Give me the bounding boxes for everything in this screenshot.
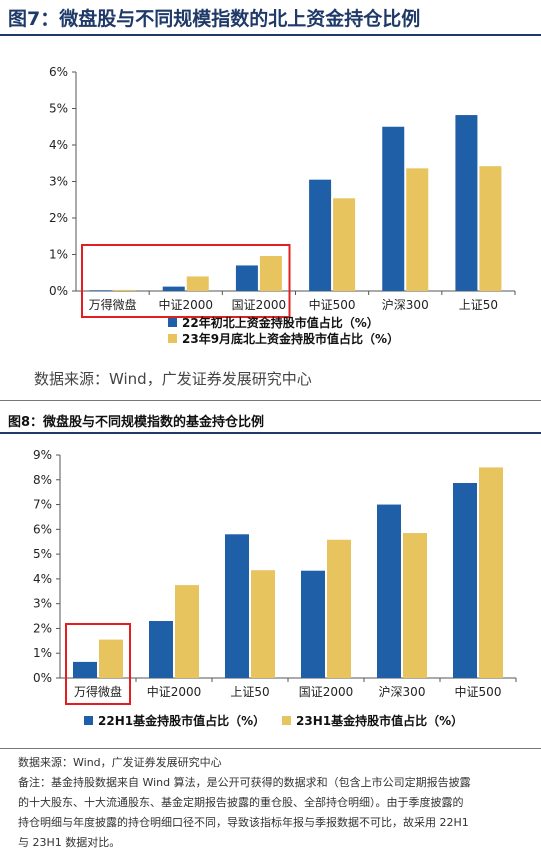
bar-series1	[309, 179, 332, 291]
bar-series1	[377, 504, 401, 678]
bar-series2	[406, 168, 429, 291]
y-tick-label: 2%	[33, 621, 52, 635]
legend-swatch-series1	[84, 716, 93, 725]
legend-label-series2: 23年9月底北上资金持股市值占比（%）	[182, 331, 399, 346]
legend-label-series1: 22H1基金持股市值占比（%）	[98, 713, 265, 728]
y-tick-label: 3%	[33, 597, 52, 611]
bar-series1	[162, 286, 185, 291]
figure7-title: 图7：微盘股与不同规模指数的北上资金持仓比例	[8, 8, 421, 30]
legend-label-series1: 22年初北上资金持股市值占比（%）	[182, 315, 379, 330]
legend-swatch-series2	[282, 716, 291, 725]
bar-series1	[453, 482, 477, 678]
bar-series1	[89, 290, 112, 292]
x-category-label: 中证2000	[158, 297, 213, 312]
figure8-title-rule	[0, 432, 541, 434]
y-tick-label: 6%	[49, 65, 68, 79]
y-tick-label: 1%	[49, 248, 68, 262]
y-tick-label: 1%	[33, 646, 52, 660]
y-tick-label: 4%	[49, 138, 68, 152]
legend-swatch-series2	[168, 334, 177, 343]
y-tick-label: 5%	[49, 102, 68, 116]
y-tick-label: 9%	[33, 448, 52, 462]
x-category-label: 万得微盘	[89, 297, 137, 312]
legend-swatch-series1	[168, 318, 177, 327]
bar-series1	[235, 265, 258, 291]
bar-series1	[301, 570, 325, 678]
bar-series1	[225, 534, 249, 678]
y-tick-label: 8%	[33, 473, 52, 487]
chart-figure8: 0% 1% 2% 3% 4% 5% 6% 7% 8% 9% 万得微盘 中证2000 上证50 国证2000…	[33, 448, 517, 728]
x-category-label: 沪深300	[379, 685, 426, 699]
y-tick-label: 4%	[33, 572, 52, 586]
bar-series1	[382, 126, 405, 291]
chart-figure7: 0% 1% 2% 3% 4% 5% 6% 万得微盘 中证2000 国证2000 中证500 沪深300…	[49, 65, 516, 346]
bar-series1	[73, 661, 97, 678]
figure8-note-line-4: 与 23H1 数据对比。	[18, 836, 121, 849]
bar-series2	[175, 585, 199, 678]
figure8-source: 数据来源：Wind，广发证券发展研究中心	[18, 756, 222, 769]
bar-series2	[113, 289, 136, 291]
figure8-title: 图8：微盘股与不同规模指数的基金持仓比例	[8, 415, 265, 430]
y-tick-label: 0%	[49, 284, 68, 298]
x-category-label: 中证500	[455, 684, 502, 699]
y-tick-label: 7%	[33, 498, 52, 512]
y-tick-label: 6%	[33, 522, 52, 536]
bar-series1	[149, 621, 173, 678]
x-category-label: 沪深300	[382, 298, 429, 312]
y-tick-label: 2%	[49, 211, 68, 225]
figure8-bottom-rule	[0, 748, 541, 749]
bar-series2	[333, 198, 356, 291]
bar-series2	[259, 255, 282, 291]
figure7-title-rule	[0, 34, 541, 36]
bar-series1	[455, 115, 478, 291]
legend-label-series2: 23H1基金持股市值占比（%）	[296, 713, 463, 728]
bar-series2	[403, 533, 427, 678]
x-category-label: 万得微盘	[74, 684, 122, 699]
highlight-box	[81, 244, 291, 318]
bar-series2	[479, 166, 502, 291]
bar-series2	[479, 467, 503, 678]
x-category-label: 国证2000	[299, 685, 354, 699]
bar-series2	[251, 570, 275, 678]
figure7-source: 数据来源：Wind，广发证券发展研究中心	[34, 370, 312, 388]
y-tick-label: 5%	[33, 547, 52, 561]
x-category-label: 中证500	[309, 297, 356, 312]
y-tick-label: 3%	[49, 175, 68, 189]
x-category-label: 国证2000	[232, 298, 287, 312]
x-category-label: 上证50	[459, 298, 498, 312]
x-category-label: 中证2000	[147, 684, 202, 699]
figure8-note-line-2: 的十大股东、十大流通股东、基金定期报告披露的重仓股、全部持仓明细）。由于季度披露…	[18, 796, 464, 809]
bar-series2	[186, 276, 209, 291]
x-category-label: 上证50	[230, 685, 269, 699]
y-tick-label: 0%	[33, 671, 52, 685]
bar-series2	[327, 539, 351, 678]
figure8-note-line-3: 持仓明细与年度披露的持仓明细口径不同，导致该指标年报与季报数据不可比，故采用 2…	[18, 816, 469, 829]
bar-series2	[99, 639, 123, 678]
highlight-box	[65, 623, 131, 705]
figure8-note-line-1: 备注：基金持股数据来自 Wind 算法，是公开可获得的数据求和（包含上市公司定期…	[18, 776, 471, 789]
figure7-bottom-rule	[0, 400, 541, 401]
